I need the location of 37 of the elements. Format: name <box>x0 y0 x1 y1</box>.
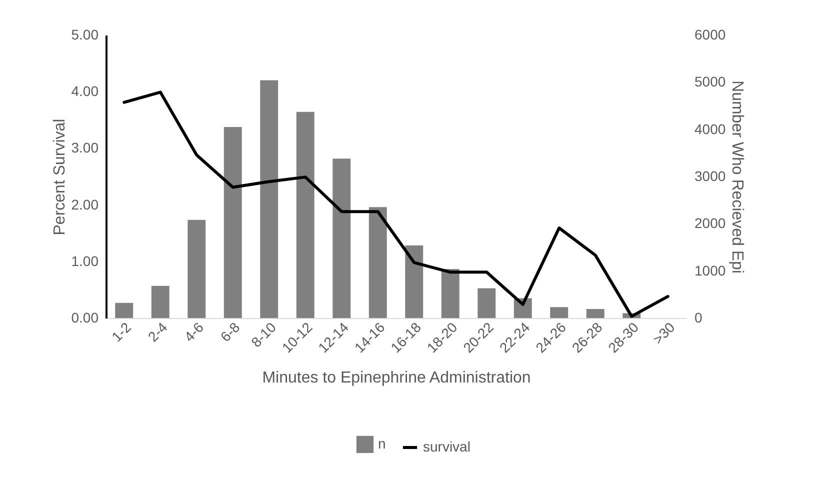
bar <box>224 126 242 318</box>
y-axis-title: Percent Survival <box>51 118 68 236</box>
x-tick-label: 1-2 <box>108 318 134 345</box>
legend-label: n <box>378 435 386 452</box>
bar <box>115 302 134 318</box>
y-tick-label: 0.00 <box>71 310 99 326</box>
y2-tick-label: 3000 <box>694 168 726 184</box>
y-tick-label: 2.00 <box>71 196 99 212</box>
bar <box>441 268 460 318</box>
x-tick-label: 2-4 <box>144 318 170 345</box>
x-tick-label: >30 <box>650 318 678 348</box>
y2-tick-label: 5000 <box>694 74 726 90</box>
bar <box>332 158 351 318</box>
y2-tick-label: 1000 <box>694 262 726 278</box>
bar <box>368 207 387 318</box>
y2-tick-label: 2000 <box>694 215 726 232</box>
y-tick-label: 3.00 <box>71 140 99 156</box>
legend-label: survival <box>423 438 470 454</box>
bar <box>550 307 568 318</box>
y-tick-label: 5.00 <box>71 26 99 42</box>
y-tick-label: 1.00 <box>71 252 99 269</box>
y2-tick-label: 0 <box>694 310 702 326</box>
x-tick-label: 6-8 <box>217 318 243 345</box>
line-series <box>122 90 670 318</box>
bar <box>260 80 278 318</box>
bar <box>478 288 496 318</box>
bar <box>151 286 170 318</box>
y2-axis-title: Number Who Recieved Epi <box>728 80 746 274</box>
y2-tick-label: 6000 <box>694 26 726 42</box>
bar <box>405 245 424 318</box>
y-tick-label: 4.00 <box>71 83 99 100</box>
x-tick-label: 4-6 <box>180 318 207 345</box>
bar <box>188 220 206 318</box>
bar <box>586 309 604 318</box>
x-axis-title: Minutes to Epinephrine Administration <box>262 370 531 387</box>
bar <box>296 112 314 318</box>
y2-tick-label: 4000 <box>694 120 726 137</box>
